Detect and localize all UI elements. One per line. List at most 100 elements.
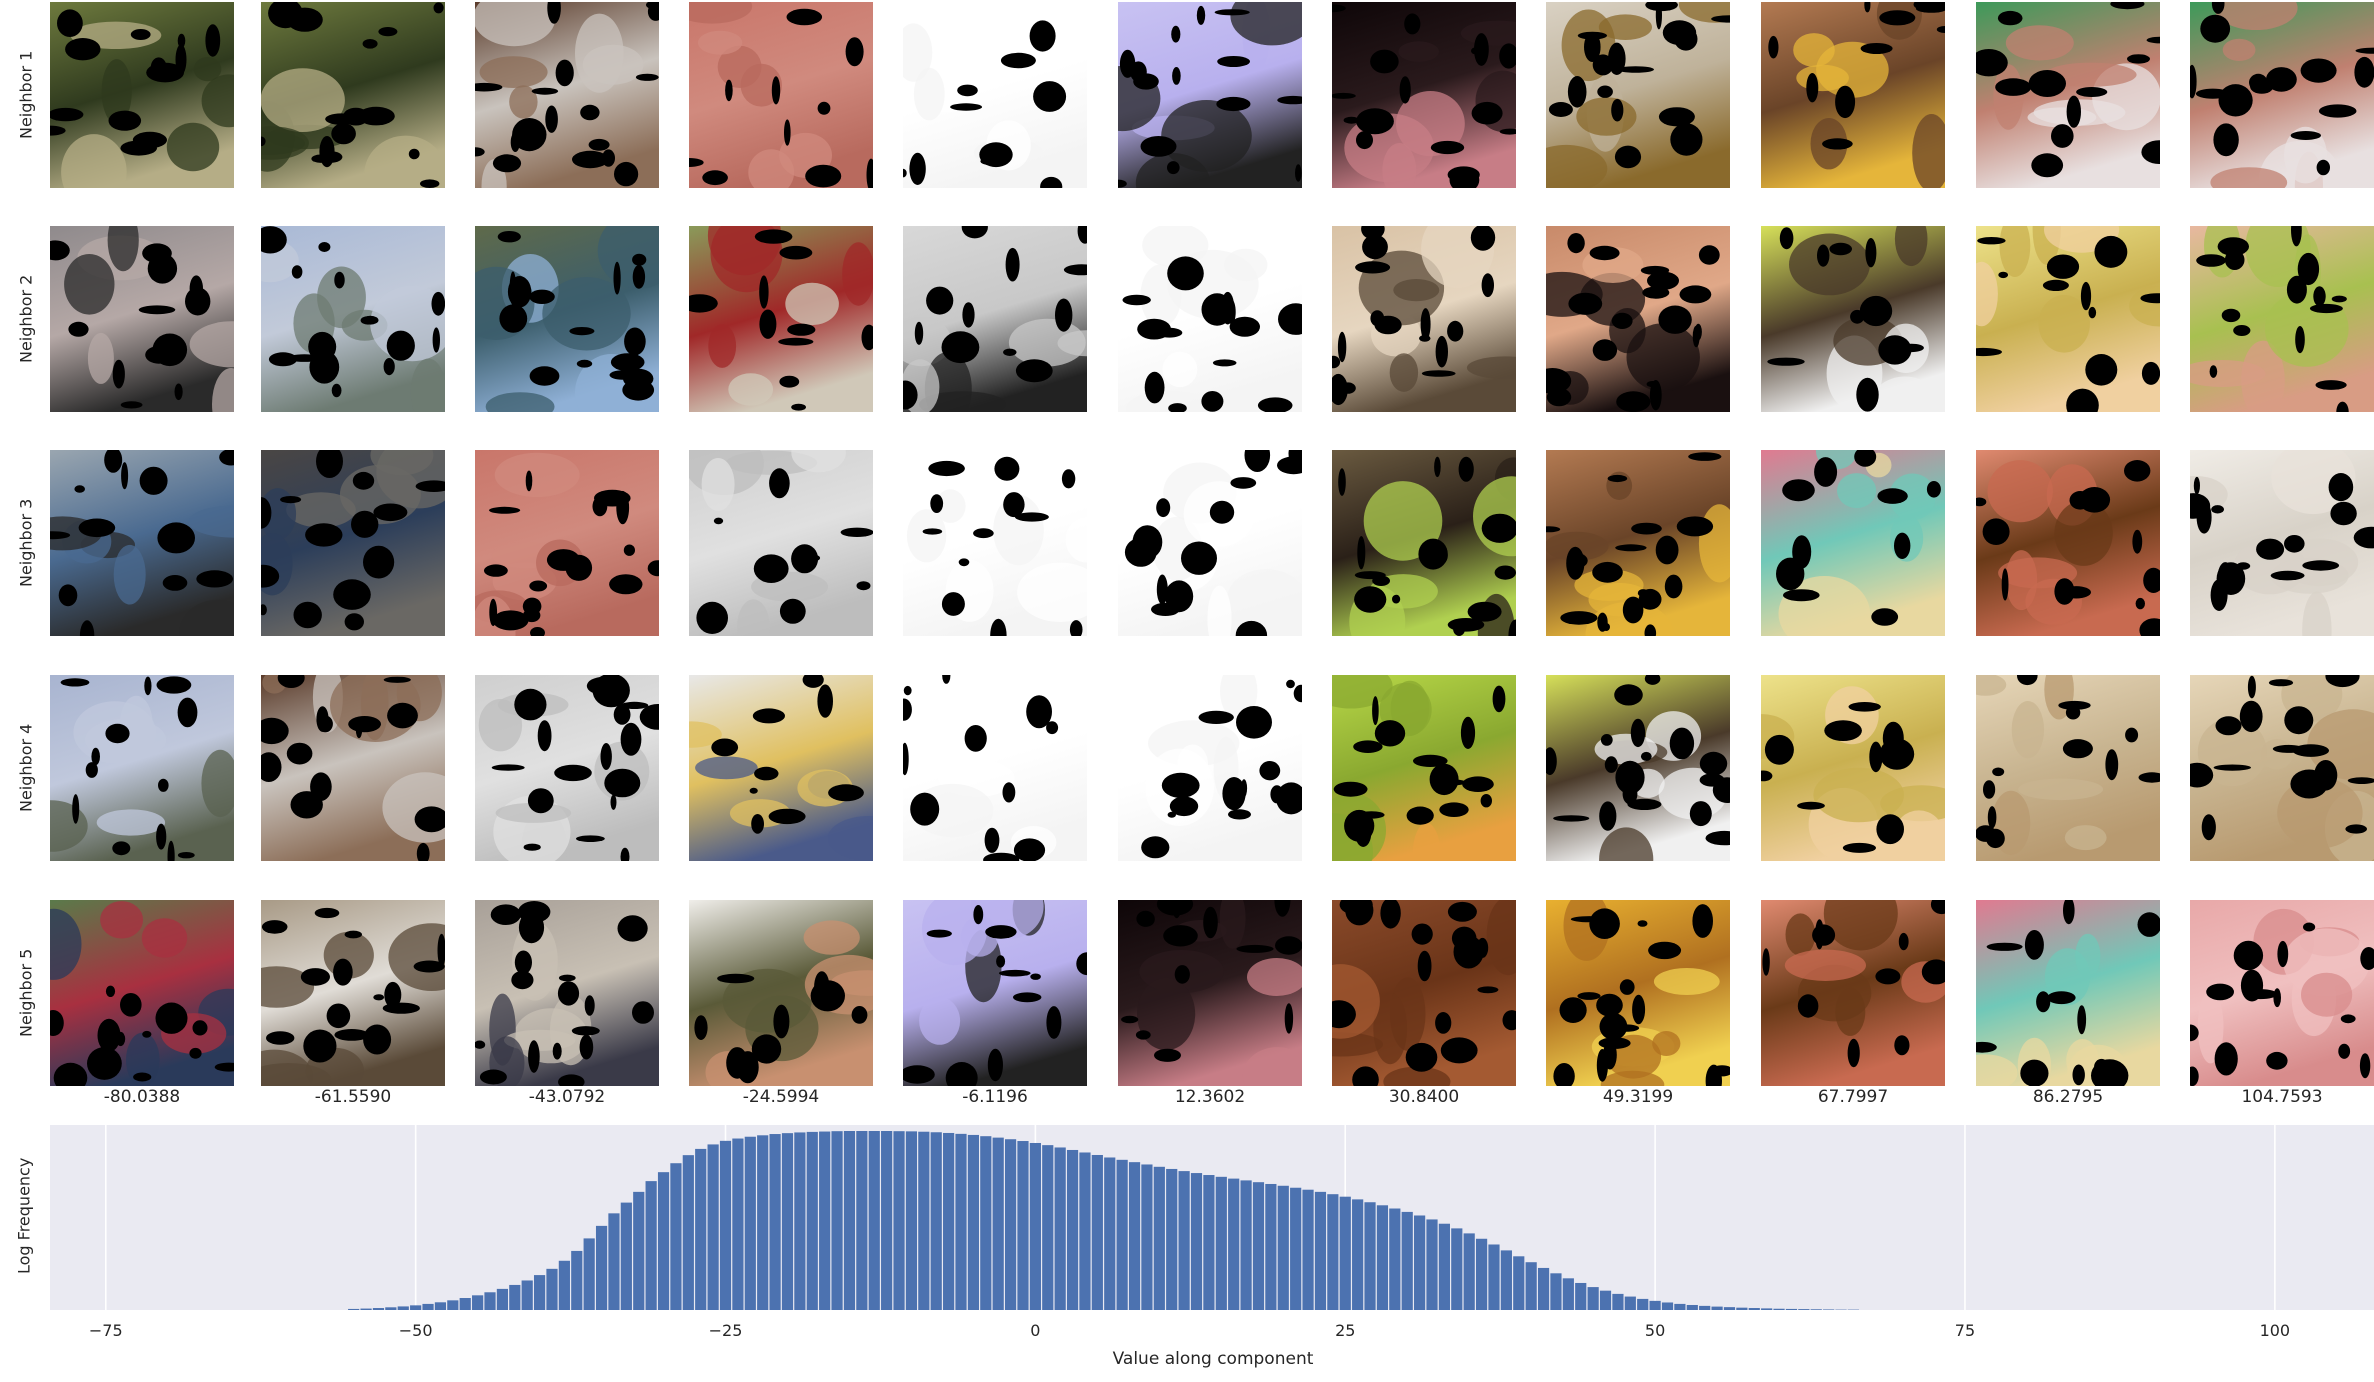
- neighbor-thumbnail: [1761, 900, 1945, 1086]
- neighbor-thumbnail: [1332, 900, 1516, 1086]
- histogram-bar: [856, 1131, 868, 1310]
- histogram-bar: [571, 1250, 583, 1310]
- neighbor-thumbnail: [2190, 900, 2374, 1086]
- neighbor-thumbnail: [261, 226, 445, 412]
- histogram-bar: [1550, 1273, 1562, 1310]
- histogram-bar: [707, 1144, 719, 1310]
- histogram-bar: [1376, 1205, 1389, 1310]
- histogram-bar: [868, 1131, 880, 1310]
- row-label-neighbor-1: Neighbor 1: [16, 50, 36, 140]
- histogram-bar: [1736, 1307, 1748, 1310]
- histogram-bar: [1575, 1282, 1587, 1310]
- histogram-bar: [1277, 1185, 1289, 1310]
- neighbor-thumbnail: [50, 450, 234, 636]
- x-tick-label: −75: [89, 1321, 123, 1340]
- histogram-bar: [1661, 1302, 1674, 1310]
- neighbor-thumbnail: [475, 675, 659, 861]
- histogram: −75 −50 −25 0 25 50 75 100 Value along component: [50, 1125, 2374, 1369]
- neighbor-thumbnail: [475, 900, 659, 1086]
- histogram-bar: [496, 1288, 508, 1310]
- histogram-bar: [1699, 1305, 1711, 1310]
- histogram-bar: [1079, 1152, 1091, 1310]
- neighbor-thumbnail: [1761, 450, 1945, 636]
- histogram-bar: [1426, 1219, 1438, 1310]
- neighbor-thumbnail: [903, 2, 1087, 188]
- histogram-bar: [732, 1138, 744, 1310]
- neighbor-thumbnail: [1118, 900, 1302, 1086]
- histogram-bar: [1624, 1296, 1636, 1310]
- histogram-bar: [546, 1268, 558, 1310]
- neighbor-thumbnail: [689, 2, 873, 188]
- row-label-neighbor-4: Neighbor 4: [16, 723, 36, 813]
- histogram-bar: [1513, 1256, 1525, 1310]
- column-value-label: -24.5994: [742, 1087, 820, 1107]
- histogram-bar: [744, 1136, 756, 1310]
- neighbor-thumbnail: [261, 2, 445, 188]
- histogram-bar: [806, 1131, 818, 1310]
- column-value-label: 12.3602: [1174, 1087, 1246, 1107]
- neighbor-thumbnail: [1332, 2, 1516, 188]
- histogram-bar: [1463, 1233, 1475, 1310]
- x-tick-label: 0: [1030, 1321, 1040, 1340]
- histogram-bar: [434, 1302, 447, 1310]
- histogram-bar: [372, 1308, 385, 1310]
- histogram-bar: [1438, 1223, 1450, 1310]
- histogram-bar: [1339, 1196, 1351, 1310]
- neighbor-thumbnail: [1976, 2, 2160, 188]
- neighbor-thumbnail: [1546, 675, 1730, 861]
- x-tick-label: 100: [2260, 1321, 2291, 1340]
- histogram-bar: [943, 1132, 955, 1310]
- column-value-label: -80.0388: [103, 1087, 181, 1107]
- histogram-bar: [1637, 1298, 1649, 1310]
- neighbor-thumbnail: [475, 226, 659, 412]
- histogram-bar: [843, 1131, 856, 1310]
- histogram-bar: [1414, 1215, 1426, 1310]
- histogram-bar: [1686, 1304, 1698, 1310]
- neighbor-thumbnail: [1332, 226, 1516, 412]
- histogram-bar: [1240, 1180, 1252, 1310]
- histogram-bar: [1066, 1149, 1079, 1310]
- histogram-bar: [831, 1131, 843, 1310]
- histogram-bar: [1500, 1250, 1512, 1310]
- histogram-bar: [1587, 1287, 1599, 1310]
- neighbor-thumbnail: [689, 900, 873, 1086]
- neighbor-thumbnail: [1976, 450, 2160, 636]
- neighbor-thumbnail: [689, 226, 873, 412]
- histogram-bar: [1649, 1300, 1661, 1310]
- column-value-label: 86.2795: [2032, 1087, 2104, 1107]
- neighbor-thumbnail: [1332, 450, 1516, 636]
- neighbor-thumbnail: [1118, 226, 1302, 412]
- column-value-label: -61.5590: [314, 1087, 392, 1107]
- histogram-bar: [1302, 1189, 1314, 1310]
- neighbor-thumbnail: [1118, 675, 1302, 861]
- neighbor-thumbnail: [50, 900, 234, 1086]
- histogram-bar: [1785, 1308, 1798, 1310]
- neighbor-thumbnail: [903, 450, 1087, 636]
- neighbor-thumbnail: [1976, 900, 2160, 1086]
- histogram-bar: [1823, 1309, 1835, 1310]
- histogram-bar: [769, 1134, 781, 1310]
- histogram-bar: [608, 1213, 620, 1310]
- neighbor-thumbnail: [50, 2, 234, 188]
- neighbor-thumbnail: [2190, 226, 2374, 412]
- histogram-bar: [459, 1298, 471, 1310]
- neighbor-image-grid: Neighbor 1 Neighbor 2 Neighbor 3 Neighbor 4…: [16, 2, 2374, 1107]
- neighbor-thumbnail: [1546, 226, 1730, 412]
- column-value-label: 67.7997: [1817, 1087, 1889, 1107]
- histogram-bar: [645, 1181, 657, 1310]
- histogram-bar: [1128, 1162, 1141, 1310]
- histogram-bar: [1265, 1183, 1277, 1310]
- neighbor-thumbnail: [475, 2, 659, 188]
- neighbor-thumbnail: [2190, 450, 2374, 636]
- histogram-bar: [1711, 1306, 1723, 1310]
- histogram-bar: [1203, 1175, 1215, 1310]
- histogram-bar: [1562, 1278, 1574, 1310]
- row-label-neighbor-5: Neighbor 5: [16, 948, 36, 1038]
- x-tick-label: 50: [1645, 1321, 1665, 1340]
- neighbor-thumbnail: [1332, 675, 1516, 861]
- neighbor-thumbnail: [475, 450, 659, 636]
- histogram-bar: [1612, 1293, 1624, 1310]
- x-tick-label: −25: [709, 1321, 743, 1340]
- histogram-bar: [695, 1148, 707, 1310]
- column-value-label: -43.0792: [528, 1087, 606, 1107]
